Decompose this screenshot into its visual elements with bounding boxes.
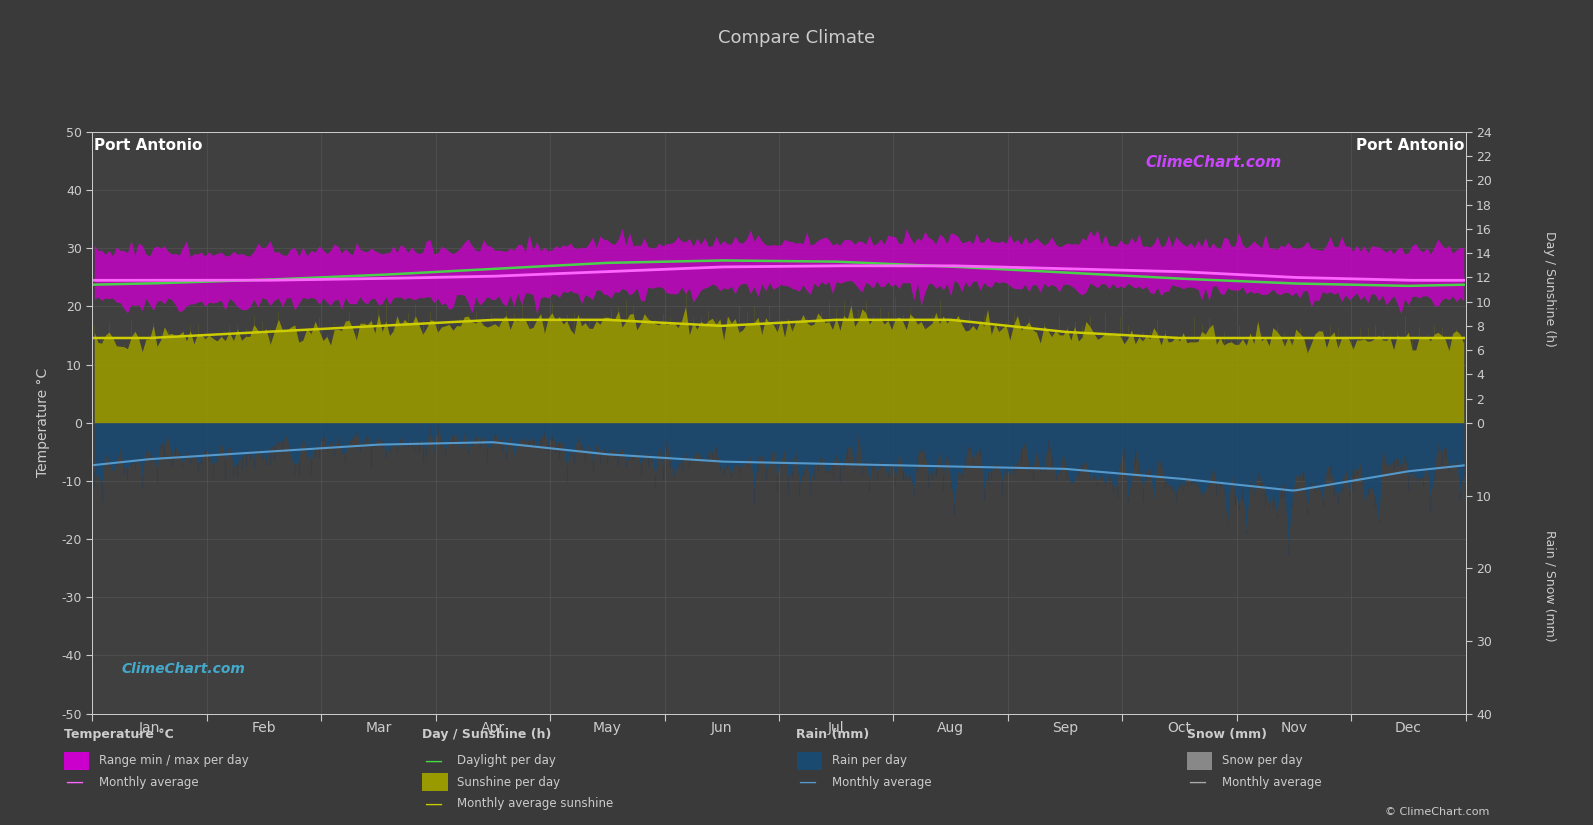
Text: ClimeChart.com: ClimeChart.com (121, 662, 245, 676)
Text: Port Antonio: Port Antonio (94, 138, 202, 153)
Text: Range min / max per day: Range min / max per day (99, 754, 249, 767)
Text: © ClimeChart.com: © ClimeChart.com (1384, 807, 1489, 817)
Text: —: — (798, 773, 816, 791)
Text: Temperature °C: Temperature °C (64, 728, 174, 742)
Y-axis label: Temperature °C: Temperature °C (37, 368, 51, 478)
Text: Rain (mm): Rain (mm) (796, 728, 870, 742)
Text: ClimeChart.com: ClimeChart.com (1145, 155, 1281, 170)
Text: —: — (424, 794, 441, 813)
Text: Snow per day: Snow per day (1222, 754, 1303, 767)
Text: Sunshine per day: Sunshine per day (457, 776, 561, 789)
Text: —: — (65, 773, 83, 791)
Text: Day / Sunshine (h): Day / Sunshine (h) (422, 728, 551, 742)
Text: Monthly average: Monthly average (99, 776, 199, 789)
Text: Monthly average: Monthly average (832, 776, 932, 789)
Text: —: — (424, 752, 441, 770)
Text: Rain / Snow (mm): Rain / Snow (mm) (1544, 530, 1556, 642)
Text: Day / Sunshine (h): Day / Sunshine (h) (1544, 231, 1556, 347)
Text: Rain per day: Rain per day (832, 754, 906, 767)
Text: Daylight per day: Daylight per day (457, 754, 556, 767)
Text: Snow (mm): Snow (mm) (1187, 728, 1266, 742)
Text: Monthly average sunshine: Monthly average sunshine (457, 797, 613, 810)
Text: Monthly average: Monthly average (1222, 776, 1322, 789)
Text: Port Antonio: Port Antonio (1356, 138, 1464, 153)
Text: —: — (1188, 773, 1206, 791)
Text: Compare Climate: Compare Climate (718, 29, 875, 47)
